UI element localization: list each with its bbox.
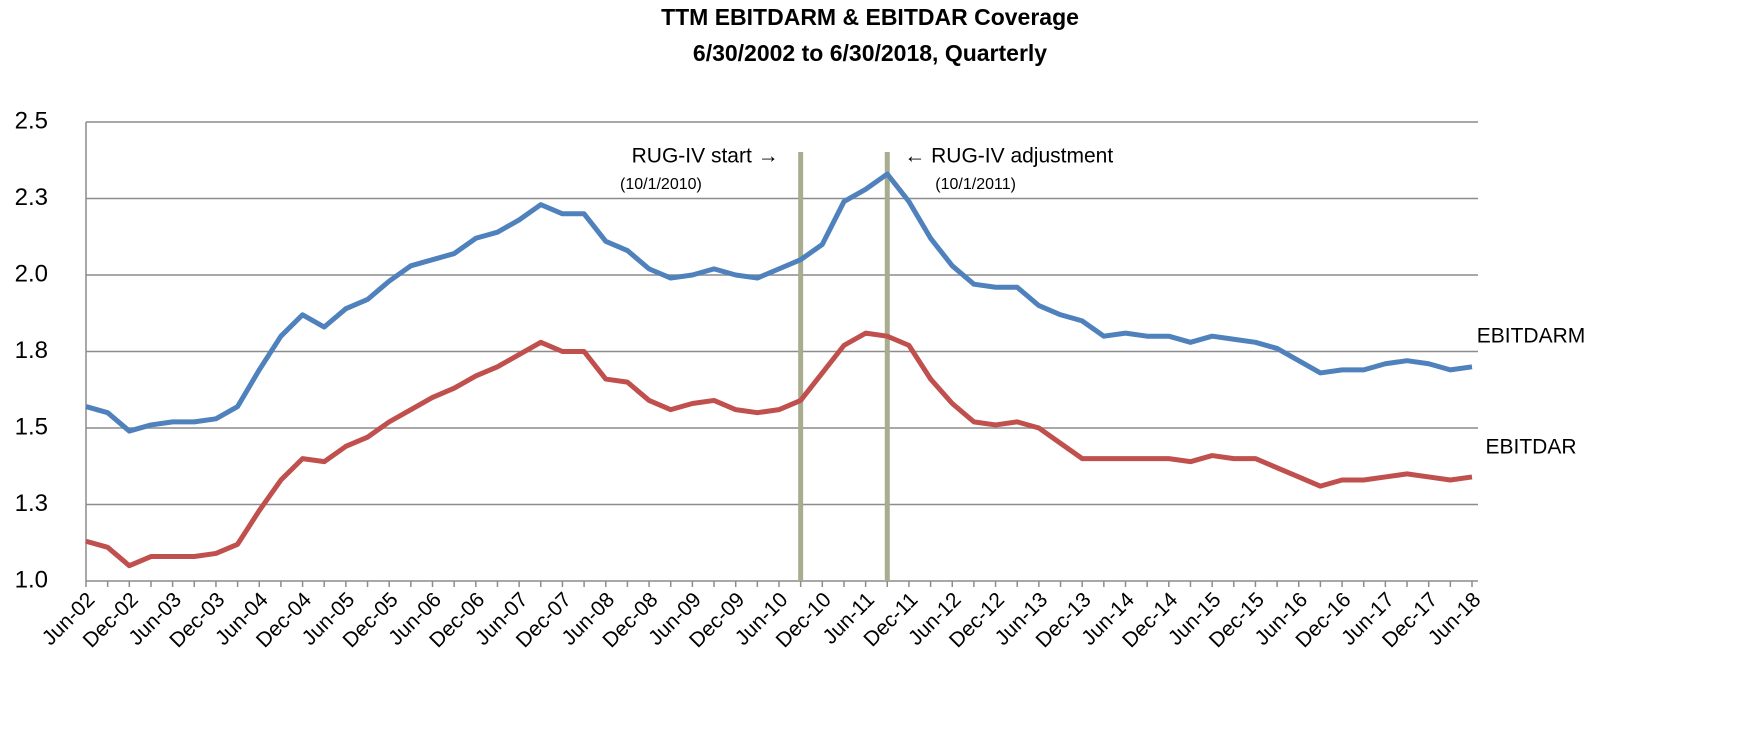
- y-tick-label: 1.8: [15, 337, 48, 364]
- y-tick-label: 1.0: [15, 566, 48, 593]
- annotation: ← RUG-IV adjustment: [904, 145, 1113, 168]
- y-tick-label: 2.5: [15, 107, 48, 134]
- y-tick-label: 1.3: [15, 490, 48, 517]
- series-line: [85, 330, 1473, 569]
- annotation: RUG-IV start →: [632, 145, 779, 168]
- series-label: EBITDAR: [1485, 436, 1576, 459]
- chart-subtitle: 6/30/2002 to 6/30/2018, Quarterly: [693, 40, 1047, 66]
- series-line: [85, 171, 1473, 434]
- y-tick-label: 2.0: [15, 260, 48, 287]
- chart-title: TTM EBITDARM & EBITDAR Coverage: [661, 4, 1079, 30]
- y-tick-label: 2.3: [15, 184, 48, 211]
- series-label: EBITDARM: [1477, 325, 1586, 348]
- annotation-sub: (10/1/2010): [620, 176, 702, 193]
- annotation-sub: (10/1/2011): [935, 176, 1016, 193]
- y-tick-label: 1.5: [15, 413, 48, 440]
